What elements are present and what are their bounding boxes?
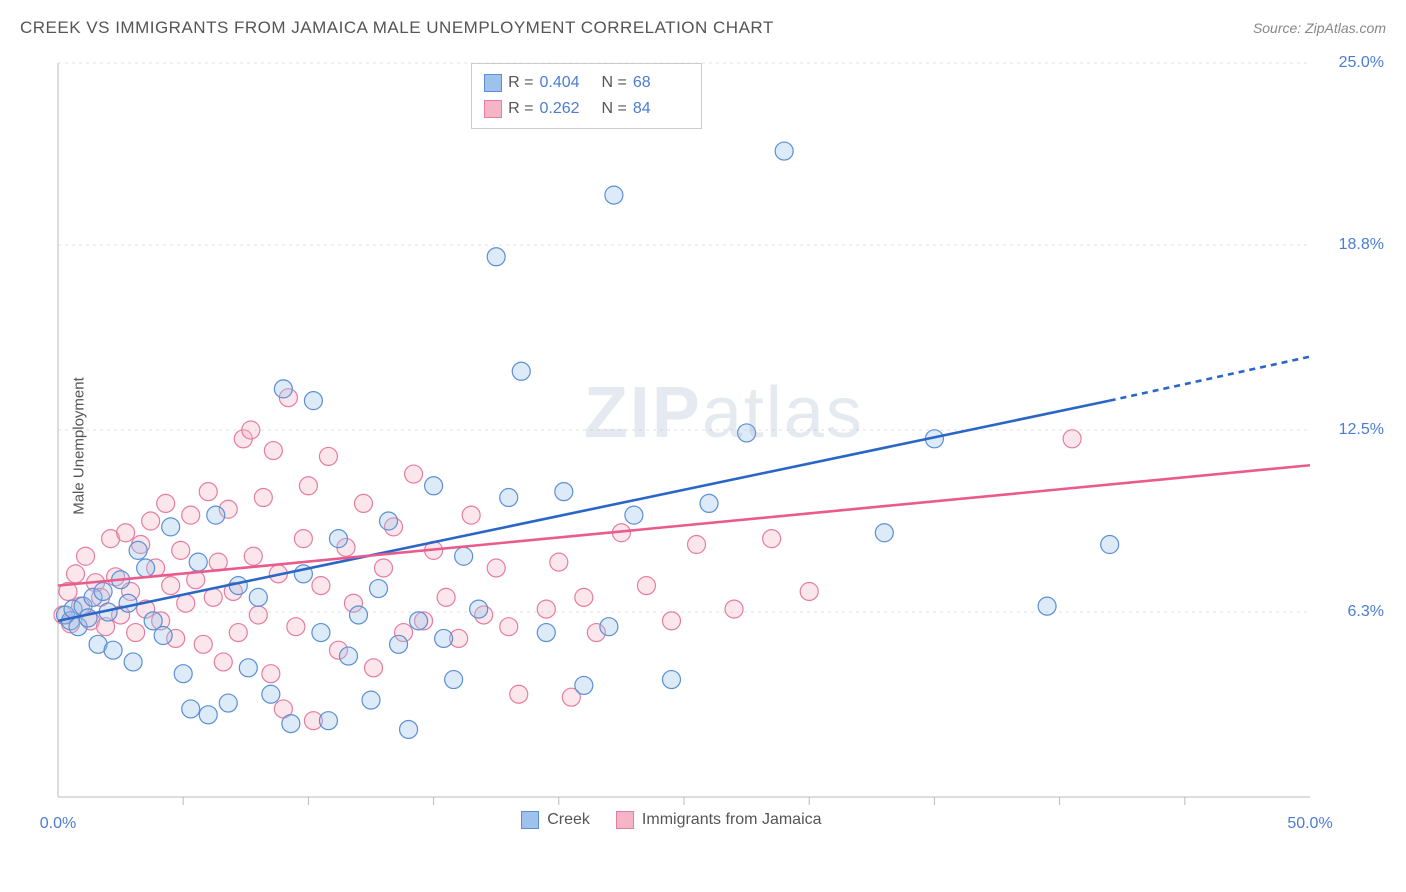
series-legend: Creek Immigrants from Jamaica [521, 811, 821, 829]
chart-title: CREEK VS IMMIGRANTS FROM JAMAICA MALE UN… [20, 18, 774, 38]
series-legend-item: Immigrants from Jamaica [616, 811, 822, 829]
legend-n-label: N = [602, 70, 627, 96]
series-label: Immigrants from Jamaica [642, 811, 822, 829]
source-attribution: Source: ZipAtlas.com [1253, 20, 1386, 36]
legend-row: R = 0.404N =68 [484, 70, 689, 96]
y-tick-label: 6.3% [1348, 603, 1384, 621]
legend-swatch [521, 811, 539, 829]
header: CREEK VS IMMIGRANTS FROM JAMAICA MALE UN… [20, 18, 1386, 38]
legend-r-label: R = [508, 96, 533, 122]
legend-r-value: 0.404 [540, 70, 596, 96]
x-axis-end-label: 50.0% [1287, 815, 1332, 833]
y-tick-label: 12.5% [1339, 421, 1384, 439]
legend-n-value: 68 [633, 70, 689, 96]
legend-r-value: 0.262 [540, 96, 596, 122]
legend-row: R = 0.262N =84 [484, 96, 689, 122]
y-tick-label: 18.8% [1339, 236, 1384, 254]
correlation-legend: R = 0.404N =68 R = 0.262N =84 [471, 63, 702, 129]
series-label: Creek [547, 811, 590, 829]
legend-swatch [616, 811, 634, 829]
legend-swatch [484, 74, 502, 92]
scatter-chart [50, 55, 1390, 845]
legend-n-value: 84 [633, 96, 689, 122]
legend-r-label: R = [508, 70, 533, 96]
chart-area: ZIPatlas R =0.404N =68R =0.262N =84 Cree… [50, 55, 1390, 845]
y-tick-label: 25.0% [1339, 54, 1384, 72]
x-axis-start-label: 0.0% [40, 815, 76, 833]
series-legend-item: Creek [521, 811, 590, 829]
legend-n-label: N = [602, 96, 627, 122]
source-prefix: Source: [1253, 20, 1305, 36]
legend-swatch [484, 100, 502, 118]
source-name: ZipAtlas.com [1305, 20, 1386, 36]
